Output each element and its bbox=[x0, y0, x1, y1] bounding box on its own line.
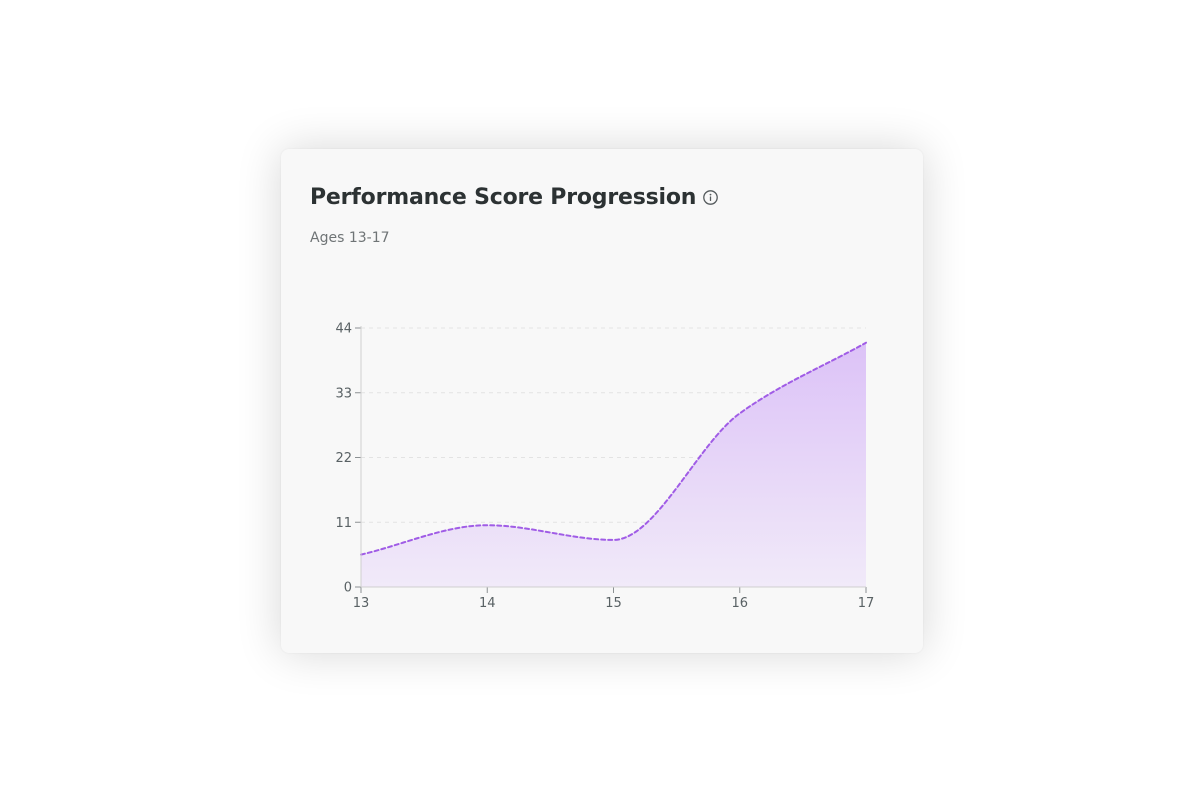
info-circle-icon[interactable] bbox=[702, 189, 719, 206]
y-tick-label: 0 bbox=[344, 581, 352, 596]
title-row: Performance Score Progression bbox=[310, 185, 719, 210]
series-line bbox=[360, 341, 867, 556]
y-tick-label: 11 bbox=[335, 516, 352, 531]
x-tick-label: 13 bbox=[353, 596, 370, 611]
x-tick-label: 15 bbox=[605, 596, 622, 611]
x-tick-label: 16 bbox=[731, 596, 748, 611]
y-tick-label: 33 bbox=[335, 386, 352, 401]
x-tick-label: 14 bbox=[479, 596, 496, 611]
y-tick-label: 44 bbox=[335, 322, 352, 337]
chart-title: Performance Score Progression bbox=[310, 185, 697, 210]
chart-card: Performance Score Progression Ages 13-17… bbox=[281, 149, 923, 653]
y-tick-label: 22 bbox=[335, 451, 352, 466]
x-tick-label: 17 bbox=[858, 596, 875, 611]
performance-chart: 0 11 22 33 44 13 14 15 16 17 bbox=[335, 322, 875, 612]
series-area bbox=[361, 342, 866, 587]
chart-subtitle: Ages 13-17 bbox=[310, 230, 390, 246]
